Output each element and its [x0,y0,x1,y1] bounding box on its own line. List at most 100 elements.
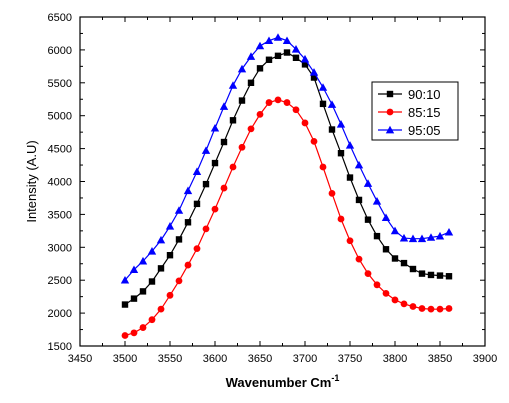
data-point [291,45,301,53]
data-point [292,106,300,114]
data-point [120,276,130,284]
data-point [273,33,283,41]
data-point [327,100,337,108]
y-tick-label: 6000 [48,45,72,57]
data-point [265,56,273,63]
data-point [264,36,274,45]
data-point [381,213,391,222]
data-point [328,126,336,133]
data-point [148,278,156,285]
plot-border [79,16,486,347]
x-axis-title-text: Wavenumber Cm [226,375,332,390]
data-point [283,99,291,106]
x-axis-title: Wavenumber Cm-1 [226,373,340,390]
x-tick-label: 3500 [113,353,137,365]
data-point [130,295,138,302]
data-point [292,54,300,61]
data-point [210,124,220,132]
data-point [409,303,417,310]
data-point [121,301,129,308]
data-point [445,273,453,280]
data-point [436,272,444,279]
x-tick-label: 3650 [248,353,272,365]
data-point [193,245,201,253]
y-tick-label: 6500 [48,12,72,24]
data-point [390,226,400,235]
data-point [328,189,336,197]
data-point [183,186,193,195]
data-point [355,196,363,204]
data-point [274,96,282,104]
data-point [139,288,147,295]
data-point [417,234,427,243]
data-point [319,100,327,108]
data-point [427,305,435,313]
x-tick-label: 3800 [383,353,407,365]
data-point [255,41,265,50]
data-point [246,52,256,60]
data-point [427,271,435,279]
data-point [373,281,381,289]
data-point [391,296,399,304]
data-point [165,222,175,230]
data-point [184,219,192,226]
data-point [354,160,364,169]
data-point [283,49,291,56]
data-point [228,81,238,89]
x-tick-label: 3550 [158,353,182,365]
data-point [174,206,184,214]
data-point [364,216,372,223]
data-point [202,180,210,188]
data-point [282,36,292,45]
x-tick-label: 3700 [293,353,317,365]
data-point [201,146,211,154]
data-point [238,97,246,104]
series-line [124,36,450,281]
legend-marker [385,125,395,134]
data-point [121,332,129,339]
y-tick-label: 3000 [48,242,72,254]
y-tick-label: 2000 [48,308,72,320]
data-point [301,61,309,68]
data-point [220,138,228,146]
x-tick-label: 3900 [473,353,497,365]
data-point [237,64,247,73]
data-point [318,83,328,91]
data-point [373,232,381,240]
data-point [363,179,373,187]
x-tick-label: 3750 [338,353,362,365]
x-tick-label: 3850 [428,353,452,365]
data-point [175,277,183,285]
series-group [120,33,454,339]
data-point [211,159,219,167]
data-point [175,236,183,243]
data-point [202,225,210,233]
data-point [148,316,156,324]
x-axis-title-superscript: -1 [331,373,339,383]
data-point [166,251,174,259]
data-point [147,247,157,255]
data-point [129,265,139,274]
data-point [211,205,219,213]
x-tick-label: 3600 [203,353,227,365]
data-point [444,227,454,236]
data-point [346,237,354,245]
legend-label: 90:10 [408,87,441,102]
data-point [229,163,237,171]
data-point [265,99,273,106]
data-point [337,150,345,157]
data-point [355,255,363,263]
tick-labels: 3450 3500 3550 3600 3650 3700 3750 3800 3850 3900… [48,12,498,365]
data-point [408,234,418,243]
data-point [184,261,192,269]
legend-label: 85:15 [408,105,441,120]
legend: 90:10 85:15 95:05 [371,81,459,141]
data-point [399,233,409,242]
legend-item: 90:10 [378,87,441,102]
y-tick-label: 4000 [48,177,72,189]
data-point [310,137,318,145]
data-point [192,167,202,175]
data-point [400,259,408,267]
data-point [372,197,382,205]
